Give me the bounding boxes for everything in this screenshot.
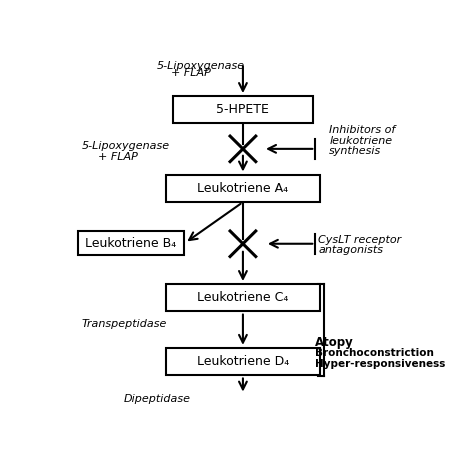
Text: leukotriene: leukotriene: [329, 136, 392, 146]
Text: Leukotriene B₄: Leukotriene B₄: [85, 237, 176, 249]
Text: Bronchoconstriction: Bronchoconstriction: [315, 348, 433, 358]
Text: Inhibitors of: Inhibitors of: [329, 125, 395, 135]
Text: + FLAP: + FLAP: [171, 68, 211, 78]
FancyBboxPatch shape: [173, 96, 313, 124]
Text: Hyper-responsiveness: Hyper-responsiveness: [315, 359, 445, 369]
Text: CysLT receptor: CysLT receptor: [318, 235, 401, 245]
Text: Transpeptidase: Transpeptidase: [82, 319, 167, 329]
Text: Dipeptidase: Dipeptidase: [124, 394, 191, 404]
Text: Atopy: Atopy: [315, 336, 353, 349]
Text: Leukotriene D₄: Leukotriene D₄: [197, 355, 289, 368]
Text: antagonists: antagonists: [318, 246, 383, 255]
FancyBboxPatch shape: [166, 174, 320, 202]
FancyBboxPatch shape: [78, 231, 184, 255]
Text: + FLAP: + FLAP: [98, 152, 137, 162]
Text: 5-Lipoxygenase: 5-Lipoxygenase: [156, 61, 245, 71]
FancyBboxPatch shape: [166, 348, 320, 375]
Text: Leukotriene A₄: Leukotriene A₄: [197, 182, 289, 195]
FancyBboxPatch shape: [166, 284, 320, 311]
Text: 5-Lipoxygenase: 5-Lipoxygenase: [82, 141, 169, 151]
Text: Leukotriene C₄: Leukotriene C₄: [197, 291, 289, 304]
Text: synthesis: synthesis: [329, 146, 382, 156]
Text: 5-HPETE: 5-HPETE: [217, 103, 269, 116]
